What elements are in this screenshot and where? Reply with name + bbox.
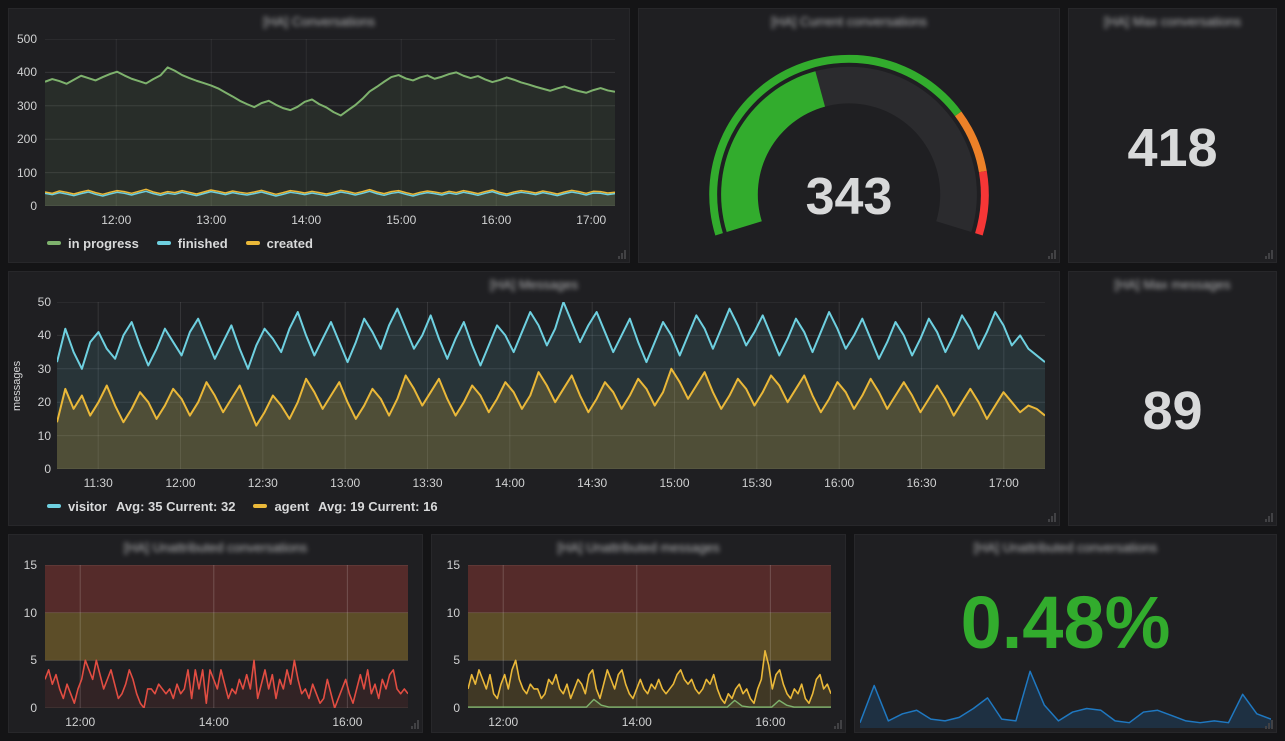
y-axis-ticks: 0 5 10 15: [23, 558, 37, 715]
panel-unattributed-messages: [HA] Unattributed messages 0 5 10 15 12:00 1…: [431, 534, 846, 733]
y-axis-ticks: 0 100 200 300 400 500: [16, 32, 37, 213]
panel-current-conversations: [HA] Current conversations 343: [638, 8, 1060, 263]
x-axis-ticks: 11:30 12:00 12:30 13:00 13:30 14:00 14:30 15:00…: [83, 476, 1019, 490]
legend-stats: Avg: 35 Current: 32: [116, 498, 236, 514]
legend-label: visitor: [68, 498, 108, 514]
panel-conversations: [HA] Conversations 0 100 200 300 400 500 12:0…: [8, 8, 630, 263]
panel-resize-handle-icon[interactable]: [1048, 513, 1056, 522]
panel-unattributed-conversations: [HA] Unattributed conversations 0 5 10 15 1…: [8, 534, 423, 733]
x-axis-ticks: 12:00 13:00 14:00 15:00 16:00 17:00: [101, 213, 607, 227]
plot-area[interactable]: [57, 302, 1045, 469]
unattributed-messages-chart: 0 5 10 15 12:00 14:00 16:00: [432, 558, 845, 732]
panel-resize-handle-icon[interactable]: [618, 250, 626, 259]
panel-max-messages: [HA] Max messages 89: [1068, 271, 1277, 526]
legend-swatch-icon: [47, 241, 61, 245]
panel-title[interactable]: [HA] Max conversations: [1103, 14, 1242, 29]
panel-title[interactable]: [HA] Unattributed conversations: [973, 540, 1158, 555]
gauge-value: 343: [805, 168, 893, 226]
conversations-chart: 0 100 200 300 400 500 12:00 13:00 14:00 15:00 16:…: [9, 32, 629, 230]
ratio-sparkline[interactable]: [860, 666, 1271, 728]
legend-item[interactable]: in progress: [47, 236, 139, 251]
legend-item[interactable]: created: [245, 235, 313, 251]
legend-swatch-icon: [47, 504, 61, 508]
plot-area[interactable]: [45, 39, 615, 206]
panel-title[interactable]: [HA] Unattributed conversations: [123, 540, 308, 555]
plot-area[interactable]: [468, 565, 831, 708]
y-axis-ticks: 0 10 20 30 40 50: [37, 295, 51, 476]
panel-title[interactable]: [HA] Max messages: [1114, 277, 1231, 292]
panel-messages: [HA] Messages messages 0 10 20 30 40 50 11:30…: [8, 271, 1060, 526]
conversations-gauge[interactable]: 343: [639, 33, 1059, 262]
panel-resize-handle-icon[interactable]: [411, 720, 419, 729]
panel-max-conversations: [HA] Max conversations 418: [1068, 8, 1277, 263]
x-axis-ticks: 12:00 14:00 16:00: [488, 715, 786, 729]
panel-unattributed-ratio: [HA] Unattributed conversations 0.48%: [854, 534, 1277, 733]
panel-resize-handle-icon[interactable]: [1265, 250, 1273, 259]
legend: visitor Avg: 35 Current: 32 agent Avg: 19 C…: [9, 493, 1059, 525]
stat-value: 89: [1142, 380, 1203, 441]
stat-value: 0.48%: [960, 581, 1171, 664]
stat-value: 418: [1127, 117, 1218, 178]
legend-label: created: [266, 235, 313, 251]
panel-title[interactable]: [HA] Unattributed messages: [557, 540, 720, 555]
legend-label: in progress: [68, 235, 139, 251]
legend-label: finished: [177, 235, 228, 251]
sparkline-plot: [860, 666, 1271, 728]
legend-swatch-icon: [156, 241, 171, 245]
messages-chart: messages 0 10 20 30 40 50 11:30 12:00 12:30 13:0…: [9, 295, 1059, 493]
panel-title[interactable]: [HA] Conversations: [263, 14, 375, 29]
panel-resize-handle-icon[interactable]: [1265, 513, 1273, 522]
plot-area[interactable]: [45, 565, 408, 708]
legend-stats: Avg: 19 Current: 16: [318, 498, 438, 514]
x-axis-ticks: 12:00 14:00 16:00: [65, 715, 363, 729]
panel-resize-handle-icon[interactable]: [1265, 720, 1273, 729]
legend-item[interactable]: finished: [156, 235, 228, 251]
legend-swatch-icon: [245, 241, 260, 245]
y-axis-ticks: 0 5 10 15: [446, 558, 460, 715]
panel-resize-handle-icon[interactable]: [834, 720, 842, 729]
legend-item[interactable]: visitor Avg: 35 Current: 32: [47, 499, 235, 514]
y-axis-label: messages: [11, 360, 23, 411]
legend-item[interactable]: agent Avg: 19 Current: 16: [253, 498, 438, 514]
panel-resize-handle-icon[interactable]: [1048, 250, 1056, 259]
panel-title[interactable]: [HA] Messages: [489, 277, 579, 292]
panel-title[interactable]: [HA] Current conversations: [770, 14, 928, 29]
legend-swatch-icon: [253, 504, 268, 508]
legend: in progress finished created: [9, 230, 629, 262]
legend-label: agent: [274, 498, 310, 514]
unattributed-conversations-chart: 0 5 10 15 12:00 14:00 16:00: [9, 558, 422, 732]
